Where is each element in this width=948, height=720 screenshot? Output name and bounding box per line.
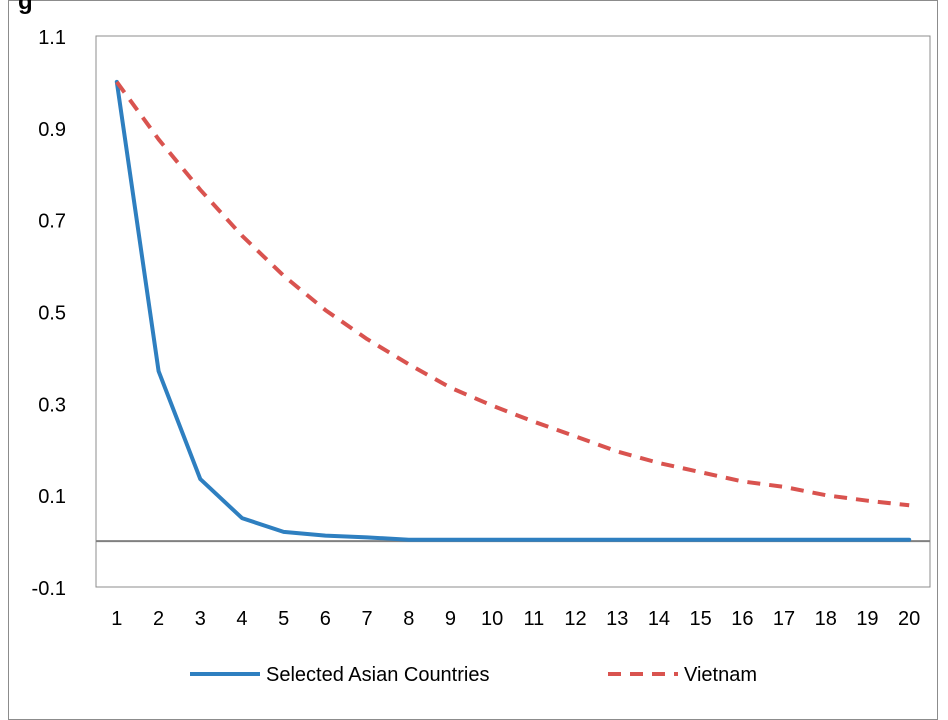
legend-label: Vietnam: [684, 664, 757, 686]
x-tick-label: 7: [361, 608, 372, 630]
y-tick-label: 0.3: [38, 394, 66, 416]
plot-area: [95, 35, 931, 588]
series-line: [114, 79, 912, 542]
series-line: [115, 80, 910, 508]
y-tick-label: -0.1: [32, 578, 66, 600]
chart-frame: [8, 0, 938, 720]
x-tick-label: 20: [898, 608, 920, 630]
y-axis-ticks: 1.1 0.9 0.7 0.5 0.3 0.1 -0.1: [32, 27, 66, 600]
x-tick-label: 14: [648, 608, 670, 630]
series-layer: [114, 79, 912, 542]
x-tick-label: 9: [445, 608, 456, 630]
chart-title-fragment: g: [18, 0, 33, 15]
x-axis-ticks: 1 2 3 4 5 6 7 8 9 10 11 12 13 14 15 16 17 18 19 20: [111, 608, 920, 630]
legend: Selected Asian Countries Vietnam: [190, 664, 757, 686]
y-tick-label: 0.9: [38, 119, 66, 141]
y-tick-label: 0.7: [38, 211, 66, 233]
x-tick-label: 2: [153, 608, 164, 630]
x-tick-label: 6: [320, 608, 331, 630]
y-tick-label: 1.1: [38, 27, 66, 49]
x-tick-label: 4: [236, 608, 247, 630]
y-tick-label: 0.5: [38, 303, 66, 325]
x-tick-label: 1: [111, 608, 122, 630]
x-tick-label: 10: [481, 608, 503, 630]
y-tick-label: 0.1: [38, 486, 66, 508]
x-tick-label: 13: [606, 608, 628, 630]
x-tick-label: 3: [195, 608, 206, 630]
x-tick-label: 11: [523, 608, 544, 630]
x-tick-label: 19: [856, 608, 878, 630]
x-tick-label: 15: [690, 608, 712, 630]
x-tick-label: 8: [403, 608, 414, 630]
x-tick-label: 18: [815, 608, 837, 630]
x-tick-label: 16: [731, 608, 753, 630]
x-tick-label: 5: [278, 608, 289, 630]
x-tick-label: 12: [564, 608, 586, 630]
legend-label: Selected Asian Countries: [266, 664, 489, 686]
x-tick-label: 17: [773, 608, 795, 630]
